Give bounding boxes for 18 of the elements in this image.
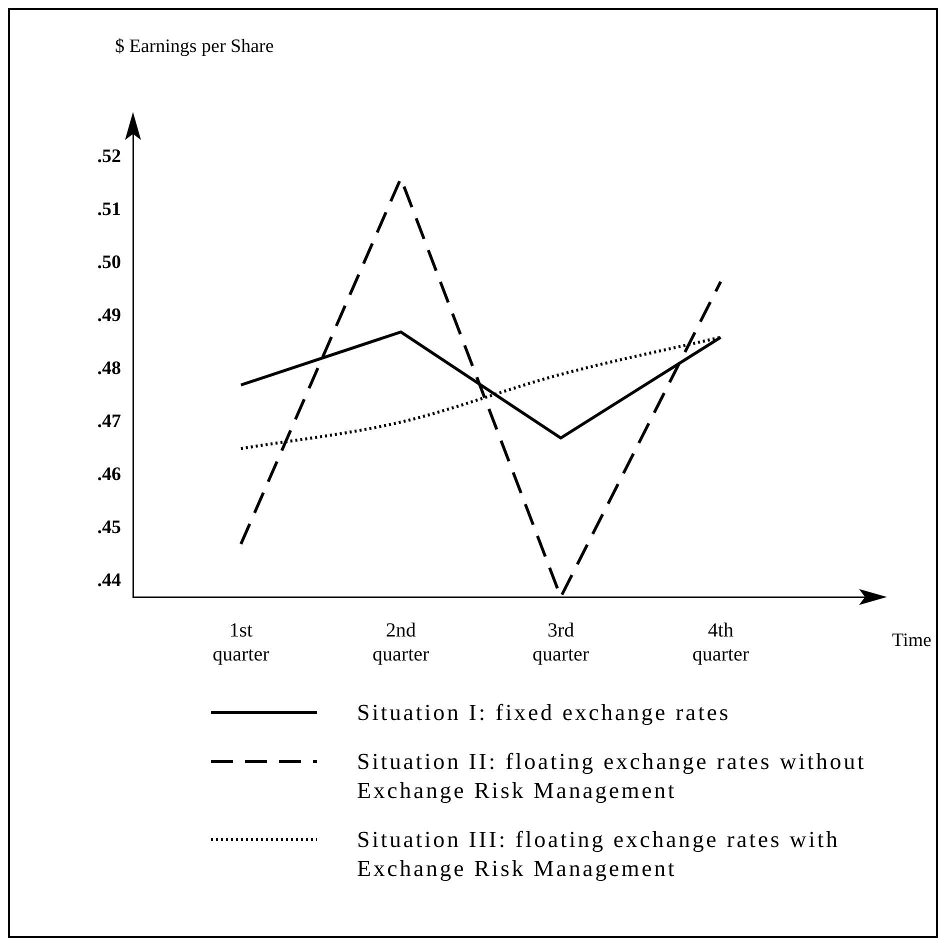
y-tick-label: .51 (97, 199, 121, 220)
y-tick-label: .49 (97, 305, 121, 326)
x-tick-label: 3rd quarter (532, 619, 590, 666)
y-tick-label: .52 (97, 146, 121, 168)
legend-label: Situation II: floating exchange rates without Exchange Risk Management (357, 748, 868, 805)
y-tick-label: .44 (97, 570, 122, 592)
y-axis-title: $ Earnings per Share (115, 36, 274, 57)
x-axis-title: Time (892, 630, 932, 651)
x-tick-label: 2nd quarter (372, 619, 430, 666)
legend-label: Situation III: floating exchange rates with Exchange Risk Management (357, 826, 841, 883)
x-tick-label: 4th quarter (692, 619, 750, 666)
y-tick-label: .47 (97, 411, 122, 432)
legend-label: Situation I: fixed exchange rates (357, 699, 732, 727)
y-tick-label: .45 (97, 517, 121, 538)
y-tick-label: .48 (97, 358, 121, 380)
x-tick-label: 1st quarter (212, 619, 270, 666)
y-tick-label: .46 (97, 464, 121, 486)
y-tick-label: .50 (97, 252, 121, 274)
